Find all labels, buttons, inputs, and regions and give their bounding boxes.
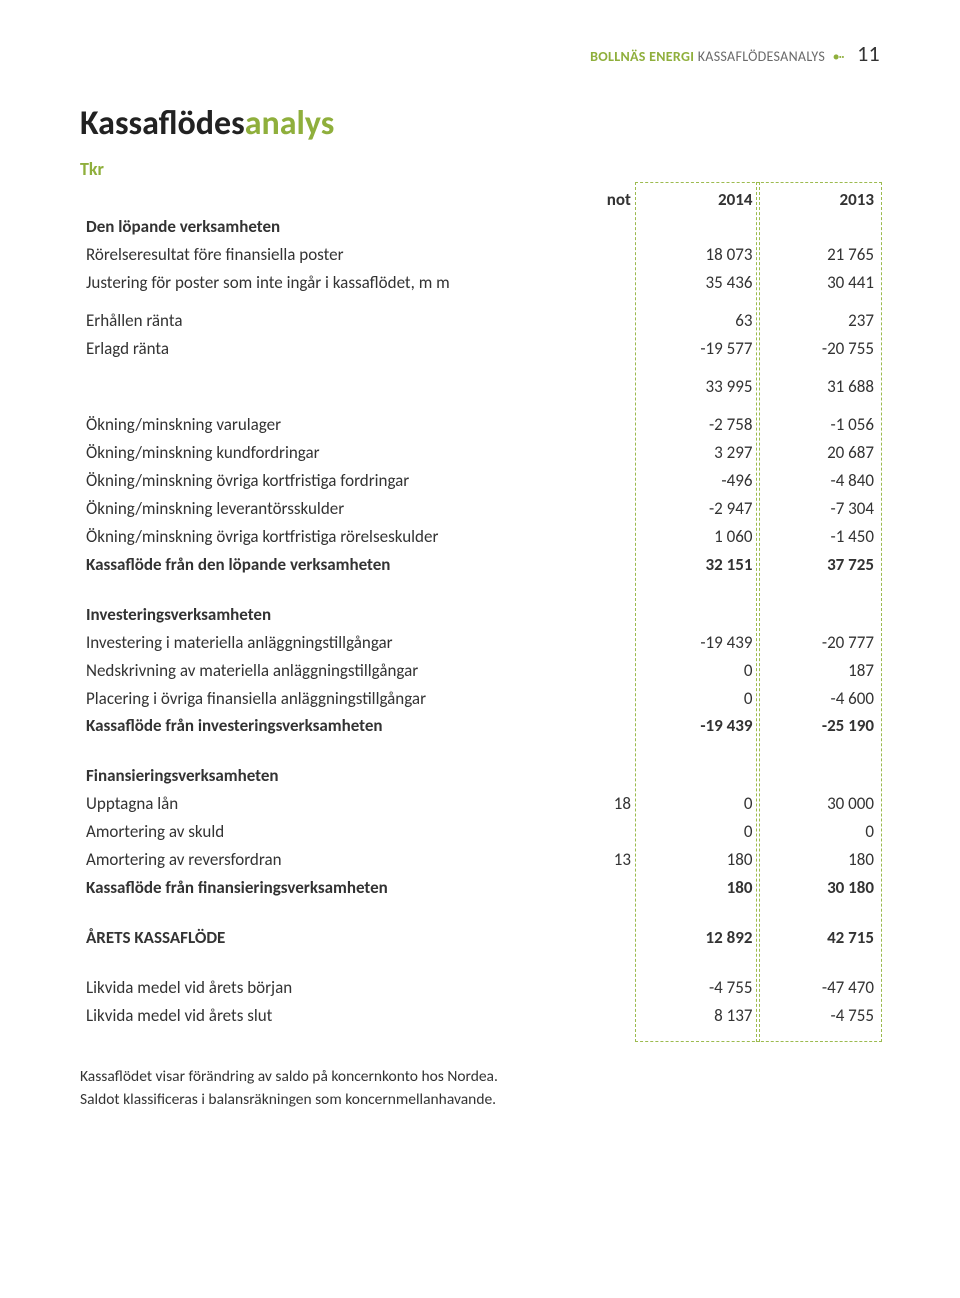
section-operating: Den löpande verksamheten	[80, 214, 880, 242]
col-2014: 2014	[637, 186, 759, 214]
table-row: Amortering av skuld00	[80, 819, 880, 847]
brand-name: BOLLNÄS ENERGI	[590, 48, 694, 65]
table-row: Upptagna lån18030 000	[80, 791, 880, 819]
subtotal-row: Kassaflöde från finansieringsverksamhete…	[80, 875, 880, 903]
table-row: Ökning/minskning övriga kortfristiga rör…	[80, 523, 880, 551]
title-part-1: Kassaflödes	[80, 103, 245, 144]
header-dots: •··	[833, 48, 844, 65]
table-row: Ökning/minskning leverantörsskulder-2 94…	[80, 495, 880, 523]
subtotal-row: Kassaflöde från den löpande verksamheten…	[80, 551, 880, 579]
col-not: not	[576, 186, 637, 214]
table-row: Justering för poster som inte ingår i ka…	[80, 270, 880, 298]
table-row: Erhållen ränta63237	[80, 308, 880, 336]
section-investing: Investeringsverksamheten	[80, 601, 880, 629]
section-financing: Finansieringsverksamheten	[80, 763, 880, 791]
footnote: Kassaflödet visar förändring av saldo på…	[80, 1066, 880, 1111]
table-row: Rörelseresultat före finansiella poster1…	[80, 242, 880, 270]
page-title: Kassaflödesanalys	[80, 103, 880, 144]
table-row: Ökning/minskning kundfordringar3 29720 6…	[80, 440, 880, 468]
table-header-row: not 2014 2013	[80, 186, 880, 214]
table-row: Nedskrivning av materiella anläggningsti…	[80, 657, 880, 685]
table-row: Ökning/minskning övriga kortfristiga for…	[80, 467, 880, 495]
table-row: Likvida medel vid årets början-4 755-47 …	[80, 975, 880, 1003]
total-row: ÅRETS KASSAFLÖDE12 89242 715	[80, 925, 880, 953]
table-row: Likvida medel vid årets slut8 137-4 755	[80, 1002, 880, 1030]
title-part-2: analys	[245, 103, 335, 144]
table-row: Investering i materiella anläggningstill…	[80, 629, 880, 657]
footnote-line: Kassaflödet visar förändring av saldo på…	[80, 1066, 880, 1088]
table-row: Placering i övriga finansiella anläggnin…	[80, 685, 880, 713]
page-header: BOLLNÄS ENERGI KASSAFLÖDESANALYS •·· 11	[80, 40, 880, 67]
table-row: Ökning/minskning varulager-2 758-1 056	[80, 412, 880, 440]
cashflow-table: not 2014 2013 Den löpande verksamheten R…	[80, 186, 880, 1040]
page-number: 11	[857, 40, 880, 67]
table-row: 33 99531 688	[80, 374, 880, 402]
table-row: Erlagd ränta-19 577-20 755	[80, 336, 880, 364]
subtotal-row: Kassaflöde från investeringsverksamheten…	[80, 713, 880, 741]
table-row: Amortering av reversfordran13180180	[80, 847, 880, 875]
unit-label: Tkr	[80, 158, 880, 180]
table-wrapper: not 2014 2013 Den löpande verksamheten R…	[80, 186, 880, 1040]
col-2013: 2013	[758, 186, 880, 214]
header-section: KASSAFLÖDESANALYS	[698, 48, 825, 65]
footnote-line: Saldot klassificeras i balansräkningen s…	[80, 1089, 880, 1111]
